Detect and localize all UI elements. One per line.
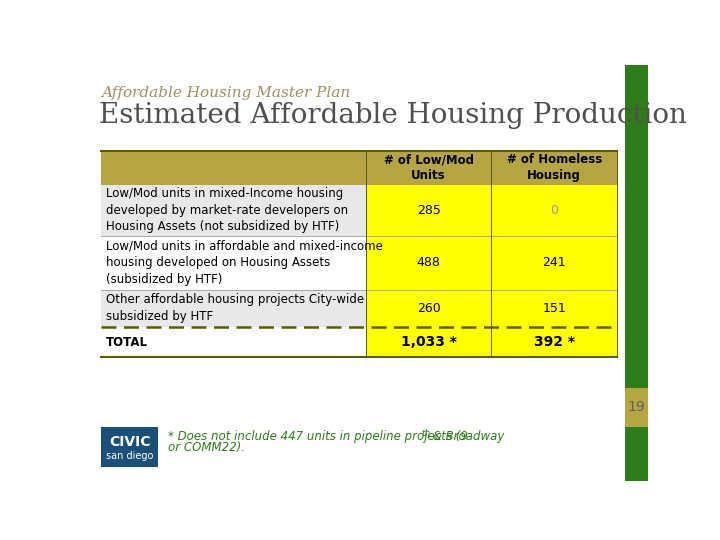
Bar [625,427,648,481]
Bar [101,427,158,467]
Text: 285: 285 [417,204,441,217]
Text: Estimated Affordable Housing Production: Estimated Affordable Housing Production [99,102,687,129]
Text: Low/Mod units in affordable and mixed-income
housing developed on Housing Assets: Low/Mod units in affordable and mixed-in… [106,240,382,286]
Bar [366,289,617,327]
Text: 488: 488 [417,256,441,269]
Bar [625,65,648,388]
Text: # of Low/Mod
Units: # of Low/Mod Units [384,153,474,183]
Bar [101,185,366,236]
Text: or COMM22).: or COMM22). [168,441,245,454]
Text: Affordable Housing Master Plan: Affordable Housing Master Plan [101,86,350,100]
Bar [101,289,366,327]
Text: Low/Mod units in mixed-Income housing
developed by market-rate developers on
Hou: Low/Mod units in mixed-Income housing de… [106,187,348,233]
Text: 19: 19 [628,401,645,415]
Text: & Broadway: & Broadway [429,430,505,443]
Bar [101,151,617,185]
Text: 260: 260 [417,302,441,315]
Text: th: th [422,429,431,438]
Text: 151: 151 [542,302,566,315]
Text: 1,033 *: 1,033 * [401,335,456,349]
Bar [101,236,366,289]
Text: * Does not include 447 units in pipeline projects (9: * Does not include 447 units in pipeline… [168,430,467,443]
Bar [366,236,617,289]
Bar [625,388,648,427]
Text: Other affordable housing projects City-wide
subsidized by HTF: Other affordable housing projects City-w… [106,293,364,323]
Bar [366,327,617,357]
Text: san diego: san diego [106,450,153,461]
Text: CIVIC: CIVIC [109,435,150,449]
Bar [101,327,366,357]
Bar [366,185,617,236]
Text: 0: 0 [550,204,558,217]
Text: 241: 241 [542,256,566,269]
Text: TOTAL: TOTAL [106,335,148,348]
Text: 392 *: 392 * [534,335,575,349]
Text: # of Homeless
Housing: # of Homeless Housing [507,153,602,183]
